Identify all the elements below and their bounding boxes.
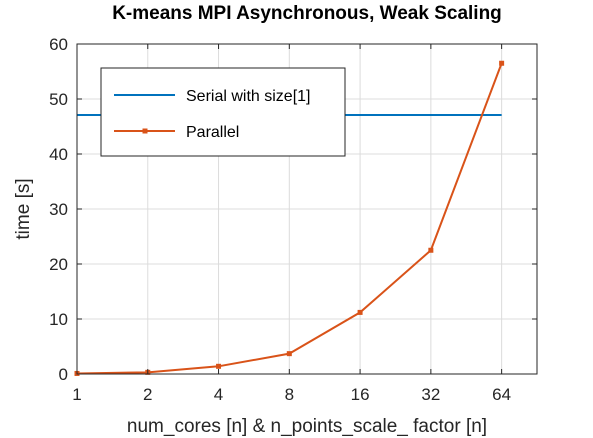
data-point-parallel: [287, 351, 292, 356]
x-tick-label: 64: [492, 385, 511, 404]
legend-marker-parallel: [143, 129, 148, 134]
legend-label-parallel: Parallel: [186, 124, 239, 141]
x-axis-label: num_cores [n] & n_points_scale_ factor […: [127, 416, 487, 437]
data-point-parallel: [499, 61, 504, 66]
y-tick-label: 20: [49, 255, 68, 274]
x-tick-label: 4: [214, 385, 223, 404]
y-tick-label: 60: [49, 35, 68, 54]
x-tick-label: 8: [285, 385, 294, 404]
y-tick-label: 40: [49, 145, 68, 164]
legend-box: [101, 68, 345, 156]
y-tick-label: 10: [49, 310, 68, 329]
data-point-parallel: [216, 364, 221, 369]
y-tick-label: 0: [59, 365, 68, 384]
y-tick-label: 30: [49, 200, 68, 219]
data-point-parallel: [428, 248, 433, 253]
chart-title: K-means MPI Asynchronous, Weak Scaling: [112, 3, 502, 24]
x-tick-label: 1: [72, 385, 81, 404]
y-axis-label: time [s]: [13, 178, 34, 239]
legend: Serial with size[1] Parallel: [101, 68, 345, 156]
x-tick-label: 2: [143, 385, 152, 404]
data-point-parallel: [358, 310, 363, 315]
x-tick-label: 16: [351, 385, 370, 404]
y-tick-label: 50: [49, 90, 68, 109]
x-tick-label: 32: [421, 385, 440, 404]
legend-label-serial: Serial with size[1]: [186, 88, 311, 105]
